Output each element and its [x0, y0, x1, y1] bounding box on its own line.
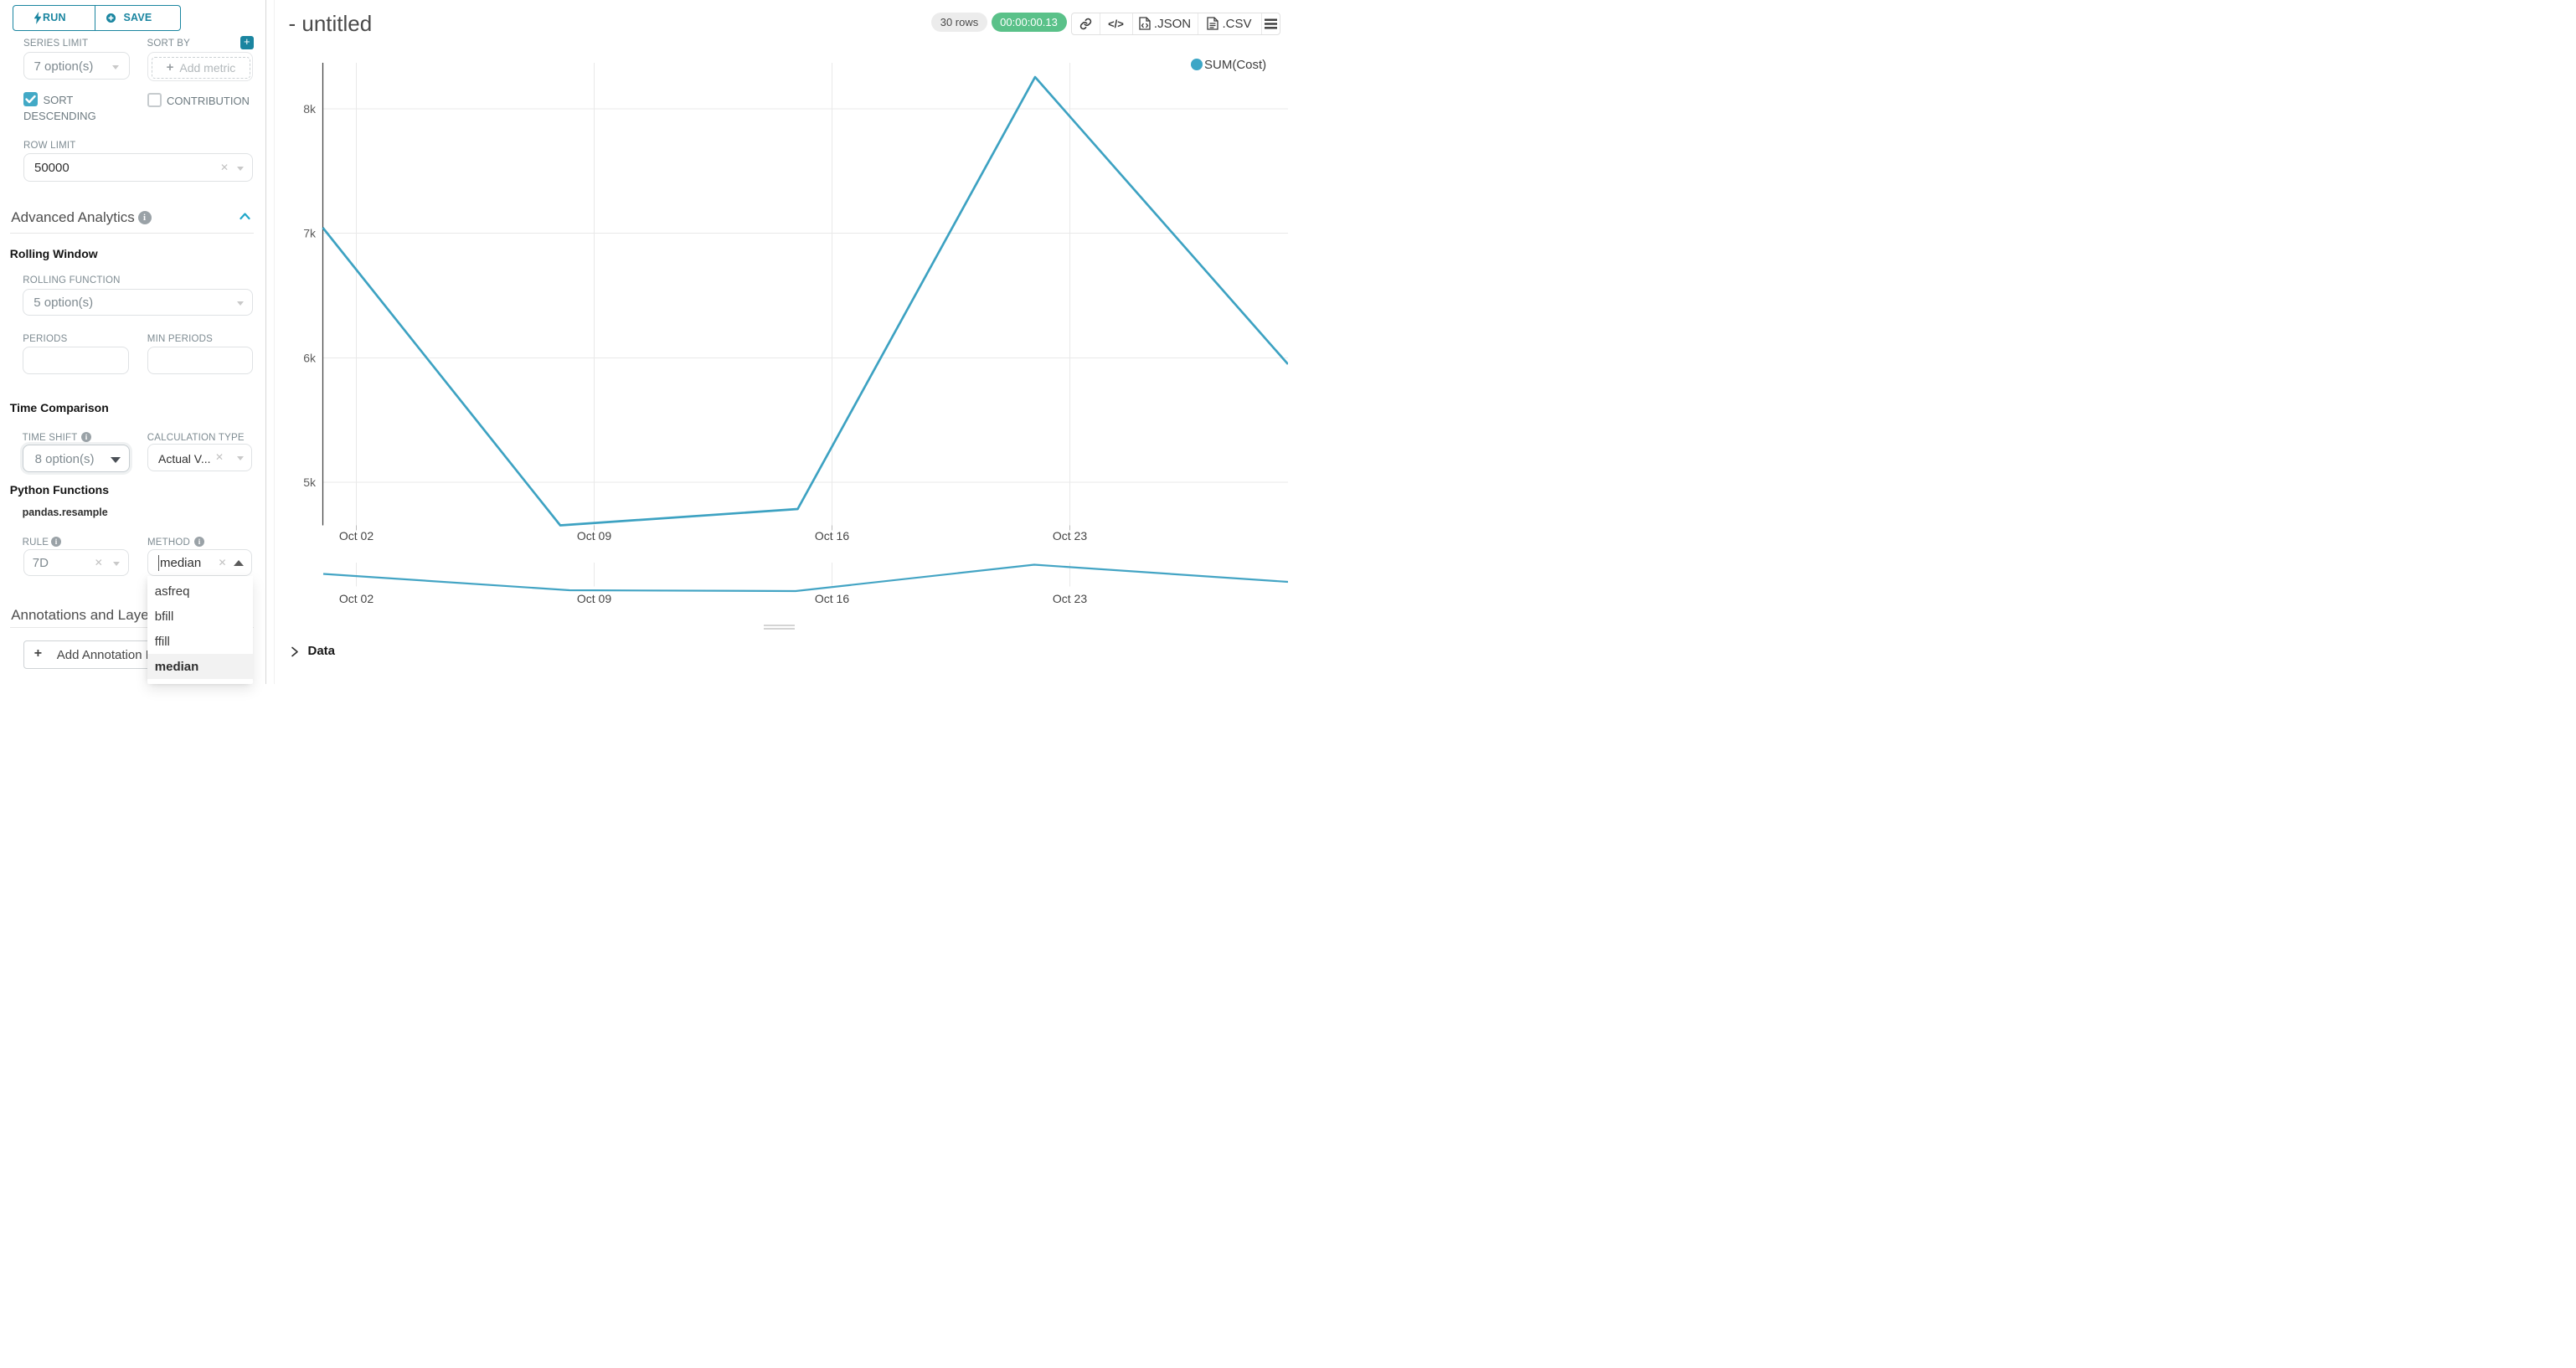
- svg-text:Oct 16: Oct 16: [815, 529, 849, 543]
- svg-text:Oct 09: Oct 09: [577, 529, 611, 543]
- svg-text:SUM(Cost): SUM(Cost): [1204, 58, 1266, 72]
- svg-text:5k: 5k: [303, 476, 317, 489]
- svg-text:Oct 02: Oct 02: [339, 592, 374, 605]
- svg-text:Oct 23: Oct 23: [1053, 529, 1087, 543]
- svg-text:Oct 09: Oct 09: [577, 592, 611, 605]
- svg-text:Oct 16: Oct 16: [815, 592, 849, 605]
- svg-text:Oct 23: Oct 23: [1053, 592, 1087, 605]
- svg-text:6k: 6k: [303, 352, 317, 365]
- svg-text:8k: 8k: [303, 102, 317, 116]
- svg-text:Oct 02: Oct 02: [339, 529, 374, 543]
- svg-text:7k: 7k: [303, 227, 317, 240]
